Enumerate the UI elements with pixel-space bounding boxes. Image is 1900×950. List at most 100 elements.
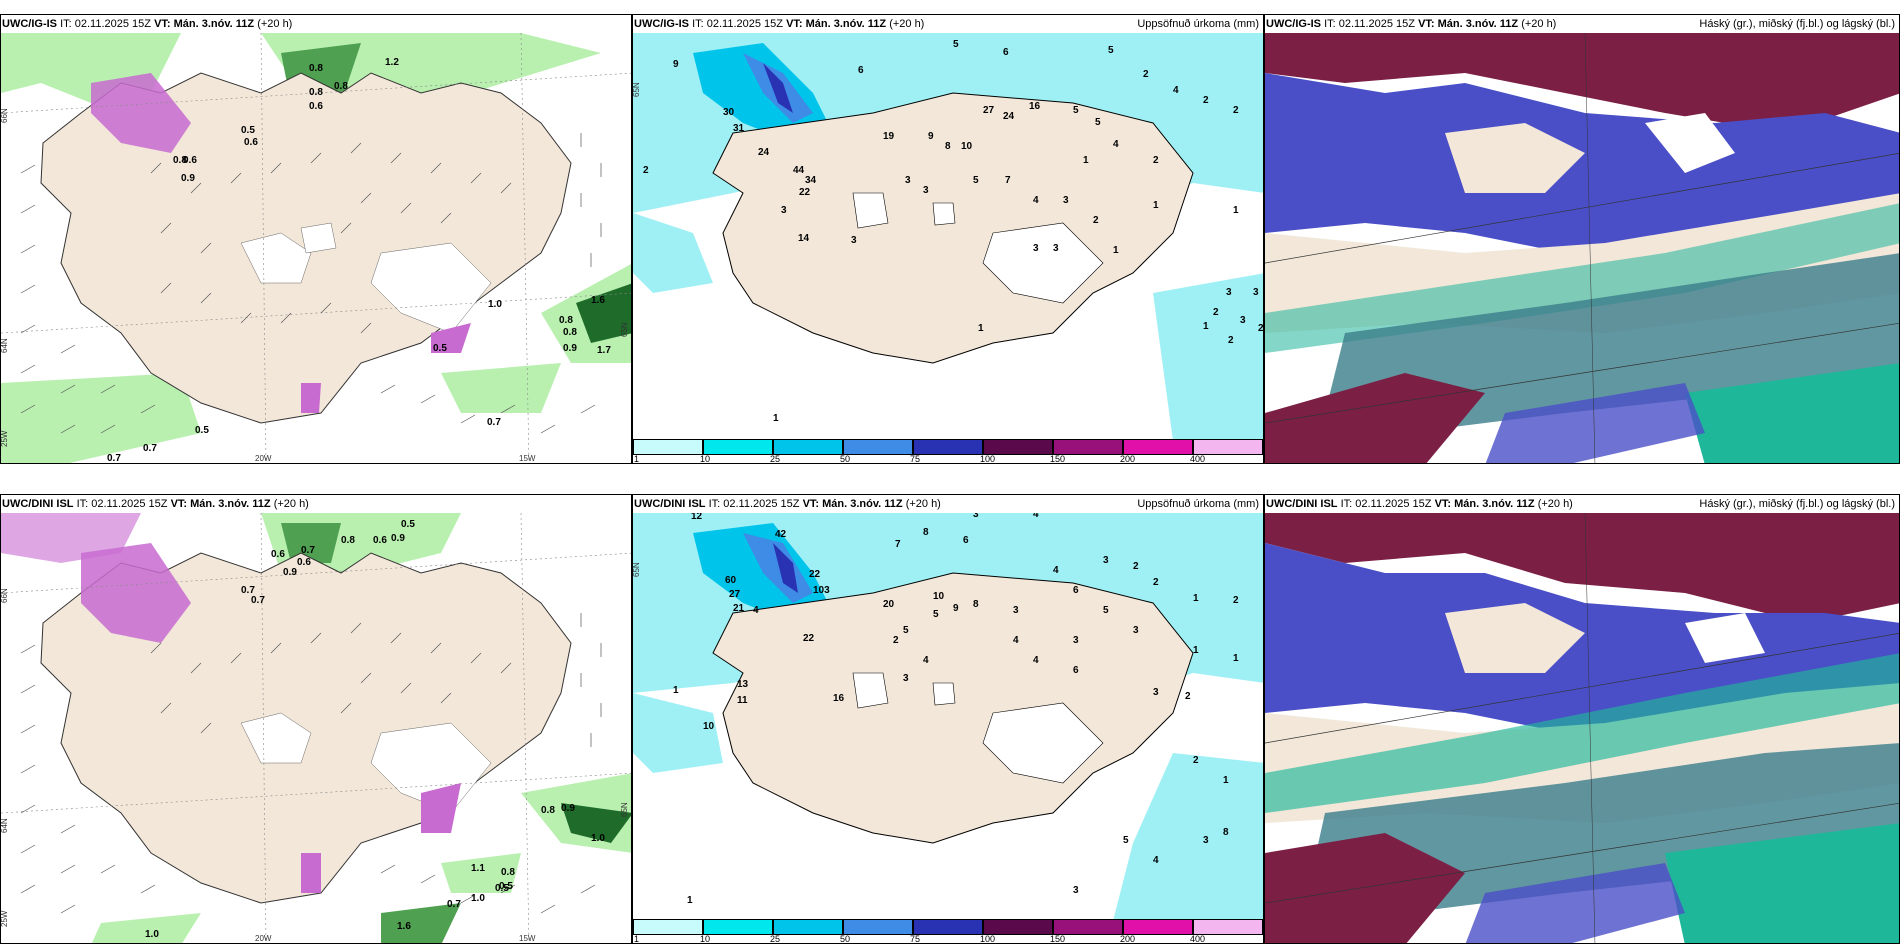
precip-label: 1 bbox=[1193, 593, 1199, 604]
colorbar-tick: 10 bbox=[700, 934, 711, 944]
value-label: 0.5 bbox=[241, 125, 255, 136]
colorbar-swatch bbox=[913, 919, 983, 935]
colorbar-swatch bbox=[1193, 919, 1263, 935]
precip-label: 6 bbox=[1073, 665, 1079, 676]
precip-label: 1 bbox=[1153, 200, 1159, 211]
precip-label: 7 bbox=[895, 539, 901, 550]
panel-title: UWC/IG-IS IT: 02.11.2025 15Z VT: Mán. 3.… bbox=[1266, 18, 1557, 30]
axis-label: 65N bbox=[620, 322, 629, 337]
precip-label: 5 bbox=[1095, 117, 1101, 128]
precip-label: 1 bbox=[1113, 245, 1119, 256]
colorbar-swatch bbox=[843, 919, 913, 935]
colorbar-swatch bbox=[983, 439, 1053, 455]
precip-label: 8 bbox=[1223, 827, 1229, 838]
colorbar-tick: 25 bbox=[770, 934, 781, 944]
colorbar-swatch bbox=[983, 919, 1053, 935]
colorbar-swatch bbox=[773, 919, 843, 935]
precip-map-svg-row2: 12 8 3 4 7 6 3 2 2 1 2 20 10 9 8 5 3 4 6… bbox=[633, 513, 1263, 919]
precip-label: 5 bbox=[933, 609, 939, 620]
precip-label: 5 bbox=[953, 39, 959, 50]
wind-map-row1[interactable]: 0.8 1.2 0.8 0.8 0.6 0.5 0.6 0.8 0.9 0.6 … bbox=[1, 33, 631, 463]
value-label: 0.8 bbox=[173, 155, 187, 166]
precip-label: 3 bbox=[1203, 835, 1209, 846]
value-label: 0.9 bbox=[181, 173, 195, 184]
precip-label: 12 bbox=[691, 513, 703, 522]
precip-label: 22 bbox=[809, 569, 821, 580]
precip-label: 1 bbox=[1233, 653, 1239, 664]
precip-label: 3 bbox=[1073, 885, 1079, 896]
precip-label: 2 bbox=[1258, 323, 1263, 334]
colorbar-tick: 75 bbox=[910, 934, 921, 944]
value-label: 0.7 bbox=[487, 417, 501, 428]
colorbar-tick: 50 bbox=[840, 934, 851, 944]
value-label: 0.8 bbox=[563, 327, 577, 338]
precip-label: 3 bbox=[1063, 195, 1069, 206]
colorbar-tick: 200 bbox=[1120, 454, 1136, 464]
precip-label: 30 bbox=[723, 107, 735, 118]
precip-label: 8 bbox=[945, 141, 951, 152]
wind-map-row2[interactable]: 0.5 1.0 0.6 0.7 0.8 0.6 0.9 0.7 0.5 0.7 … bbox=[1, 513, 631, 943]
precip-label: 27 bbox=[729, 589, 741, 600]
wind-panel-row2: UWC/DINI ISL IT: 02.11.2025 15Z VT: Mán.… bbox=[0, 494, 632, 944]
precip-label: 3 bbox=[1053, 243, 1059, 254]
value-label: 0.8 bbox=[334, 81, 348, 92]
precip-label: 2 bbox=[1203, 95, 1209, 106]
precip-label: 20 bbox=[883, 599, 895, 610]
precip-label: 1 bbox=[1223, 775, 1229, 786]
precip-map-row2[interactable]: 12 8 3 4 7 6 3 2 2 1 2 20 10 9 8 5 3 4 6… bbox=[633, 513, 1263, 919]
precip-label: 22 bbox=[799, 187, 811, 198]
value-label: 0.8 bbox=[559, 315, 573, 326]
precip-label: 2 bbox=[1153, 155, 1159, 166]
precip-label: 2 bbox=[1185, 691, 1191, 702]
precip-label: 5 bbox=[1123, 835, 1129, 846]
value-label: 1.2 bbox=[385, 57, 399, 68]
precip-label: 10 bbox=[703, 721, 715, 732]
value-label: 0.5 bbox=[495, 883, 509, 894]
panel-title: UWC/DINI ISL IT: 02.11.2025 15Z VT: Mán.… bbox=[634, 498, 941, 510]
precip-label: 4 bbox=[1033, 655, 1039, 666]
precip-label: 42 bbox=[775, 529, 787, 540]
cloud-map-row1[interactable] bbox=[1265, 33, 1899, 463]
axis-label: 64N bbox=[1, 818, 9, 833]
precip-label: 1 bbox=[978, 323, 984, 334]
colorbar-tick: 10 bbox=[700, 454, 711, 464]
precip-label: 9 bbox=[928, 131, 934, 142]
colorbar-swatch bbox=[1123, 919, 1193, 935]
axis-label: 20W bbox=[255, 934, 272, 943]
precip-label: 24 bbox=[758, 147, 770, 158]
value-label: 0.7 bbox=[107, 453, 121, 463]
colorbar-swatch bbox=[1193, 439, 1263, 455]
precip-label: 27 bbox=[983, 105, 995, 116]
value-label: 0.8 bbox=[309, 87, 323, 98]
value-label: 0.8 bbox=[501, 867, 515, 878]
value-label: 0.5 bbox=[433, 343, 447, 354]
precip-label: 9 bbox=[673, 59, 679, 70]
precip-label: 6 bbox=[1073, 585, 1079, 596]
precip-label: 2 bbox=[643, 165, 649, 176]
value-label: 1.1 bbox=[471, 863, 485, 874]
wind-map-svg-row1: 0.8 1.2 0.8 0.8 0.6 0.5 0.6 0.8 0.9 0.6 … bbox=[1, 33, 631, 463]
precip-map-row1[interactable]: 9 5 6 5 2 6 4 1 2 2 2 3 30 31 24 44 34 2… bbox=[633, 33, 1263, 439]
precip-label: 5 bbox=[1103, 605, 1109, 616]
precip-label: 11 bbox=[737, 695, 748, 706]
colorbar-tick: 150 bbox=[1050, 934, 1066, 944]
precip-label: 8 bbox=[973, 599, 979, 610]
cloud-map-svg-row2 bbox=[1265, 513, 1899, 943]
value-label: 1.0 bbox=[471, 893, 485, 904]
colorbar-swatch bbox=[1053, 919, 1123, 935]
colorbar-tick: 100 bbox=[980, 934, 996, 944]
precip-label: 2 bbox=[1153, 577, 1159, 588]
value-label: 0.7 bbox=[251, 595, 265, 606]
value-label: 0.9 bbox=[563, 343, 577, 354]
colorbar-tick: 200 bbox=[1120, 934, 1136, 944]
axis-label: 15W bbox=[519, 454, 536, 463]
axis-label: 15W bbox=[519, 934, 536, 943]
cloud-map-row2[interactable] bbox=[1265, 513, 1899, 943]
value-label: 1.0 bbox=[488, 299, 502, 310]
precip-label: 5 bbox=[1073, 105, 1079, 116]
precip-label: 4 bbox=[1053, 565, 1059, 576]
value-label: 0.7 bbox=[447, 899, 461, 910]
axis-label: 65N bbox=[633, 82, 641, 97]
value-label: 0.7 bbox=[143, 443, 157, 454]
wind-panel-row1: UWC/IG-IS IT: 02.11.2025 15Z VT: Mán. 3.… bbox=[0, 14, 632, 464]
